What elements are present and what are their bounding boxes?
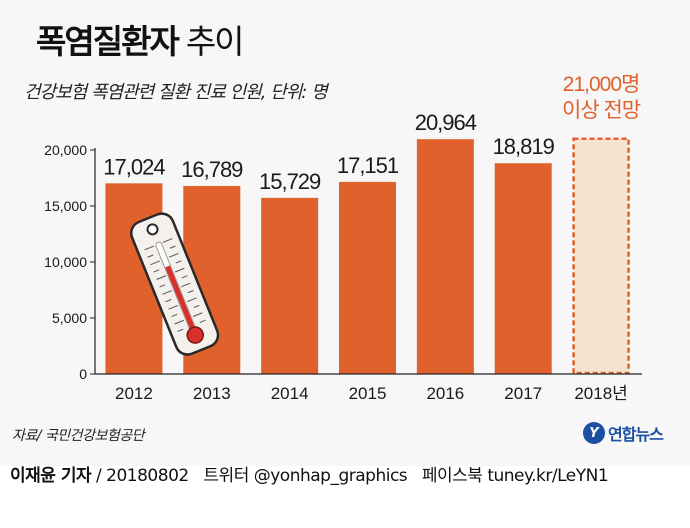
- bar-chart: 0 5,000 10,000 15,000 20,000 17,024 2012 16,789…: [44, 73, 642, 403]
- x-tick-label: 2015: [349, 384, 387, 403]
- credits-line: 이재윤 기자 / 20180802 트위터 @yonhap_graphics 페…: [10, 466, 690, 486]
- thermometer-tick: [144, 245, 155, 251]
- thermometer-tick: [186, 297, 197, 303]
- bar: [339, 181, 396, 374]
- thermometer-tick: [187, 290, 194, 294]
- thermometer-tick: [177, 328, 184, 332]
- thermometer-tick: [168, 304, 179, 310]
- thermometer-tick: [147, 254, 154, 258]
- yonhap-logo-icon: Y: [583, 422, 605, 444]
- twitter-handle: 트위터 @yonhap_graphics: [203, 466, 408, 486]
- projection-label: 이상 전망: [562, 99, 641, 122]
- x-tick-label: 2016: [426, 384, 464, 403]
- bar-value-label: 18,819: [493, 134, 555, 159]
- chart-subtitle: 건강보험 폭염관련 질환 진료 인원, 단위: 명: [24, 82, 328, 103]
- projection-label: 21,000명: [563, 73, 640, 96]
- reporter-name: 이재윤 기자: [10, 466, 92, 486]
- thermometer-tick: [181, 275, 188, 279]
- credits-separator: /: [96, 466, 102, 486]
- thermometer-tick: [165, 299, 172, 303]
- y-tick-label: 0: [79, 366, 87, 382]
- thermometer-tick: [175, 260, 182, 264]
- thermometer-tick: [180, 282, 191, 288]
- x-tick-label: 2013: [193, 384, 231, 403]
- thermometer-tick: [159, 284, 166, 288]
- brand-name: 연합뉴스: [608, 425, 664, 444]
- title-main: 폭염질환자: [36, 22, 180, 61]
- thermometer-bulb: [186, 326, 204, 344]
- bar-value-label: 20,964: [415, 110, 477, 135]
- y-tick-label: 20,000: [44, 142, 87, 158]
- publish-date: 20180802: [106, 466, 189, 486]
- bar: [261, 197, 319, 374]
- y-tick-label: 15,000: [44, 198, 87, 214]
- thermometer-mercury: [165, 265, 197, 333]
- bar-value-label: 16,789: [181, 157, 243, 182]
- y-tick-label: 5,000: [52, 310, 87, 326]
- thermometer-tick: [162, 238, 173, 243]
- x-tick-label: 2014: [271, 384, 309, 403]
- thermometer-tick: [193, 304, 200, 309]
- title-suffix: 추이: [185, 22, 245, 61]
- yonhap-logo: Y 연합뉴스: [583, 420, 664, 446]
- bar-value-label: 17,151: [337, 153, 399, 178]
- thermometer-tick: [174, 267, 185, 273]
- bar: [416, 139, 474, 374]
- thermometer-tick: [153, 269, 160, 273]
- thermometer-tick: [171, 313, 178, 318]
- thermometer-tick: [174, 319, 185, 325]
- source-note: 자료/ 국민건강보험공단: [12, 428, 144, 444]
- bar: [494, 163, 552, 374]
- thermometer-tick: [192, 312, 203, 317]
- bar-value-label: 17,024: [103, 154, 165, 179]
- chart-title: 폭염질환자 추이: [36, 15, 245, 63]
- projected-bar: [572, 137, 630, 375]
- thermometer-tick: [168, 252, 179, 258]
- thermometer-tick: [156, 275, 167, 280]
- chart-panel: 폭염질환자 추이 건강보험 폭염관련 질환 진료 인원, 단위: 명 0 5,000…: [12, 15, 664, 446]
- x-tick-label: 2017: [504, 384, 542, 403]
- thermometer-tick: [169, 245, 176, 249]
- credits-footer: 이재윤 기자 / 20180802 트위터 @yonhap_graphics 페…: [10, 466, 690, 528]
- facebook-link: 페이스북 tuney.kr/LeYN1: [421, 466, 609, 486]
- thermometer-hole: [146, 223, 159, 236]
- x-tick-label: 2018년: [574, 384, 627, 403]
- x-tick-label: 2012: [115, 384, 153, 403]
- thermometer-tick: [199, 319, 206, 323]
- y-tick-label: 10,000: [44, 254, 87, 270]
- thermometer-icon: [130, 212, 220, 356]
- thermometer-tick: [162, 290, 173, 295]
- bar-value-label: 15,729: [259, 169, 321, 194]
- thermometer-tick: [150, 260, 161, 266]
